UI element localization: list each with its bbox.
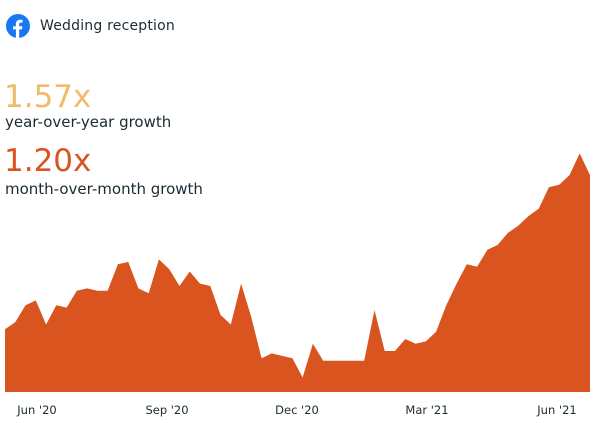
x-tick-label: Jun '20 <box>16 403 56 417</box>
series-area <box>5 153 590 392</box>
chart-header: Wedding reception <box>6 14 175 38</box>
mom-growth-label: month-over-month growth <box>5 180 203 198</box>
yoy-growth-label: year-over-year growth <box>5 113 172 131</box>
x-tick-label: Mar '21 <box>405 403 448 417</box>
x-tick-label: Sep '20 <box>145 403 188 417</box>
facebook-icon <box>6 14 30 38</box>
mom-growth-value: 1.20x <box>4 143 92 179</box>
x-tick-label: Dec '20 <box>275 403 319 417</box>
chart-title: Wedding reception <box>40 18 175 34</box>
yoy-growth-value: 1.57x <box>4 79 92 115</box>
x-tick-label: Jun '21 <box>536 403 576 417</box>
